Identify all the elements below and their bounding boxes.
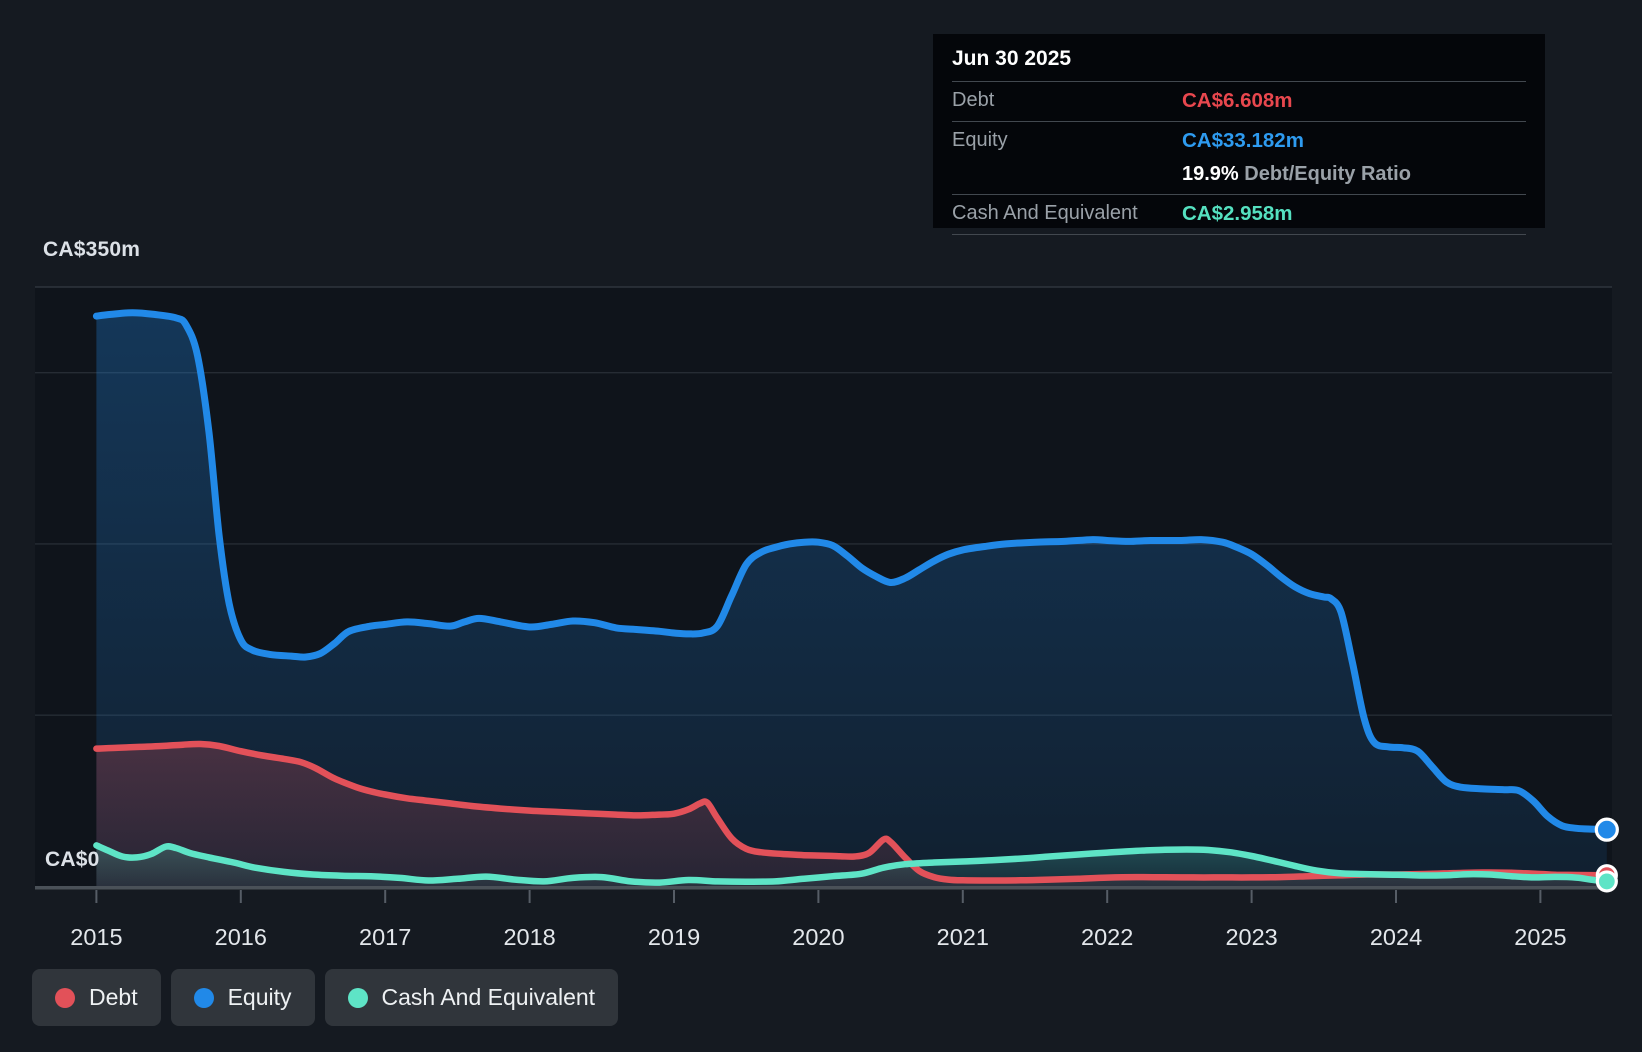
ratio-label: Debt/Equity Ratio [1244, 163, 1411, 185]
legend-label-equity: Equity [227, 984, 292, 1010]
x-axis-label-2025: 2025 [1514, 924, 1566, 950]
y-axis-max-label: CA$350m [43, 238, 141, 261]
x-axis-label-2022: 2022 [1081, 924, 1133, 950]
debt-series-dot-icon [55, 987, 75, 1008]
tooltip-cash-label: Cash And Equivalent [952, 202, 1138, 224]
cash-series-dot-icon [347, 987, 368, 1008]
legend-label-cash: Cash And Equivalent [381, 984, 596, 1010]
tooltip-cash-value: CA$2.958m [1182, 202, 1293, 225]
x-axis-label-2018: 2018 [503, 924, 555, 950]
tooltip-debt-equity-ratio: 19.9% Debt/Equity Ratio [1182, 163, 1411, 186]
tooltip-row-debt: Debt CA$6.608m [952, 82, 1526, 122]
x-axis-label-2020: 2020 [792, 924, 844, 950]
area-equity [96, 312, 1607, 887]
legend-label-debt: Debt [89, 984, 138, 1010]
x-axis-label-2021: 2021 [937, 924, 989, 950]
tooltip-row-cash: Cash And Equivalent CA$2.958m [952, 195, 1526, 235]
x-axis-label-2024: 2024 [1370, 924, 1422, 950]
x-axis-label-2015: 2015 [70, 924, 122, 950]
x-axis-label-2017: 2017 [359, 924, 411, 950]
area-debt [96, 743, 1607, 887]
legend-item-equity[interactable]: Equity [170, 969, 315, 1026]
end-marker-equity[interactable] [1594, 817, 1619, 842]
tooltip-debt-label: Debt [952, 89, 995, 111]
legend-item-cash[interactable]: Cash And Equivalent [324, 969, 619, 1026]
x-axis-label-2016: 2016 [215, 924, 267, 950]
x-axis-label-2023: 2023 [1225, 924, 1277, 950]
equity-series-dot-icon [193, 987, 214, 1008]
end-marker-cash-and-equivalent[interactable] [1595, 870, 1618, 893]
line-equity[interactable] [92, 309, 1611, 834]
tooltip-equity-label: Equity [952, 129, 1008, 151]
x-axis-label-2019: 2019 [648, 924, 700, 950]
tooltip-equity-value: CA$33.182m [1182, 129, 1304, 152]
line-debt[interactable] [93, 740, 1611, 884]
line-cash-and-equivalent[interactable] [93, 842, 1611, 886]
x-axis-line [35, 886, 1612, 890]
tooltip-row-equity: Equity CA$33.182m 19.9% Debt/Equity Rati… [952, 122, 1526, 195]
ratio-percent: 19.9% [1182, 163, 1239, 185]
tooltip-debt-value: CA$6.608m [1182, 89, 1293, 112]
legend-item-debt[interactable]: Debt [32, 969, 161, 1026]
tooltip-equity-value-block: CA$33.182m 19.9% Debt/Equity Ratio [1182, 129, 1411, 186]
chart-legend: Debt Equity Cash And Equivalent [32, 969, 619, 1026]
tooltip-date: Jun 30 2025 [952, 34, 1526, 82]
y-axis-zero-label: CA$0 [45, 848, 100, 871]
chart-tooltip: Jun 30 2025 Debt CA$6.608m Equity CA$33.… [933, 34, 1545, 235]
